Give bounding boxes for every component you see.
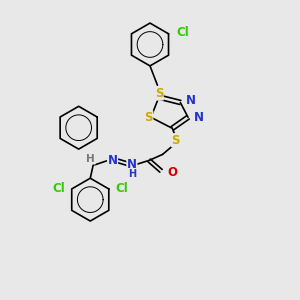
- Text: N: N: [186, 94, 196, 107]
- Text: S: S: [155, 87, 163, 100]
- Text: Cl: Cl: [115, 182, 128, 195]
- Text: N: N: [107, 154, 118, 167]
- Text: N: N: [127, 158, 137, 171]
- Text: H: H: [86, 154, 95, 164]
- Text: H: H: [128, 169, 136, 179]
- Text: S: S: [172, 134, 180, 147]
- Text: Cl: Cl: [52, 182, 65, 195]
- Text: O: O: [167, 166, 177, 179]
- Text: N: N: [194, 111, 204, 124]
- Text: Cl: Cl: [176, 26, 189, 39]
- Text: S: S: [144, 111, 153, 124]
